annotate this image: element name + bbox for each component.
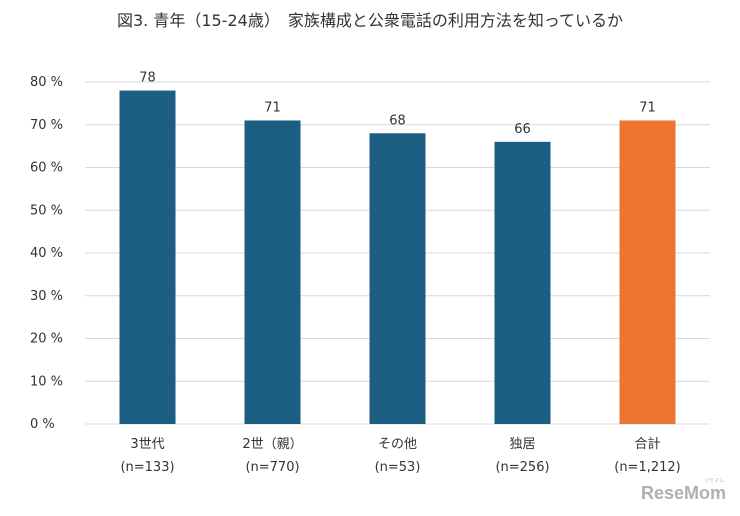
sample-size-label: (n=770) [245,460,299,475]
bar [119,90,176,425]
y-tick-label: 70 % [30,118,63,133]
y-tick-label: 40 % [30,246,63,261]
y-axis-ticks: 0 % 10 % 20 % 30 % 40 % 50 % 60 % 70 % 80 % [30,75,63,432]
x-axis-categories: 3世代 (n=133) 2世（親） (n=770) その他 (n=53) 独居 (n=256)… [120,436,680,475]
y-tick-label: 10 % [30,374,63,389]
y-tick-label: 20 % [30,332,63,347]
data-label: 71 [639,100,656,115]
bars [119,90,676,425]
data-label: 66 [514,122,531,137]
y-tick-label: 50 % [30,203,63,218]
bar [369,133,426,425]
chart-title: 図3. 青年（15-24歳） 家族構成と公衆電話の利用方法を知っているか [117,11,623,30]
sample-size-label: (n=256) [495,460,549,475]
watermark-text: ReseMom [640,483,726,503]
bar [244,120,301,424]
bar [494,141,551,424]
category-label: 合計 [634,436,660,452]
y-tick-label: 60 % [30,161,63,176]
y-tick-label: 30 % [30,289,63,304]
data-label: 68 [389,113,406,128]
category-label: その他 [378,437,417,452]
resemom-watermark-logo: ReseMom リセマム [640,478,726,504]
data-label: 71 [264,100,281,115]
data-labels: 78 71 68 66 71 [139,71,656,137]
category-label: 3世代 [130,437,164,452]
watermark-small-text: リセマム [703,478,724,484]
y-tick-label: 0 % [30,417,55,432]
bar [619,120,676,424]
sample-size-label: (n=1,212) [614,460,681,475]
data-label: 78 [139,71,156,86]
category-label: 2世（親） [242,437,302,452]
sample-size-label: (n=53) [375,460,421,475]
category-label: 独居 [509,437,535,452]
y-tick-label: 80 % [30,75,63,90]
sample-size-label: (n=133) [120,460,174,475]
